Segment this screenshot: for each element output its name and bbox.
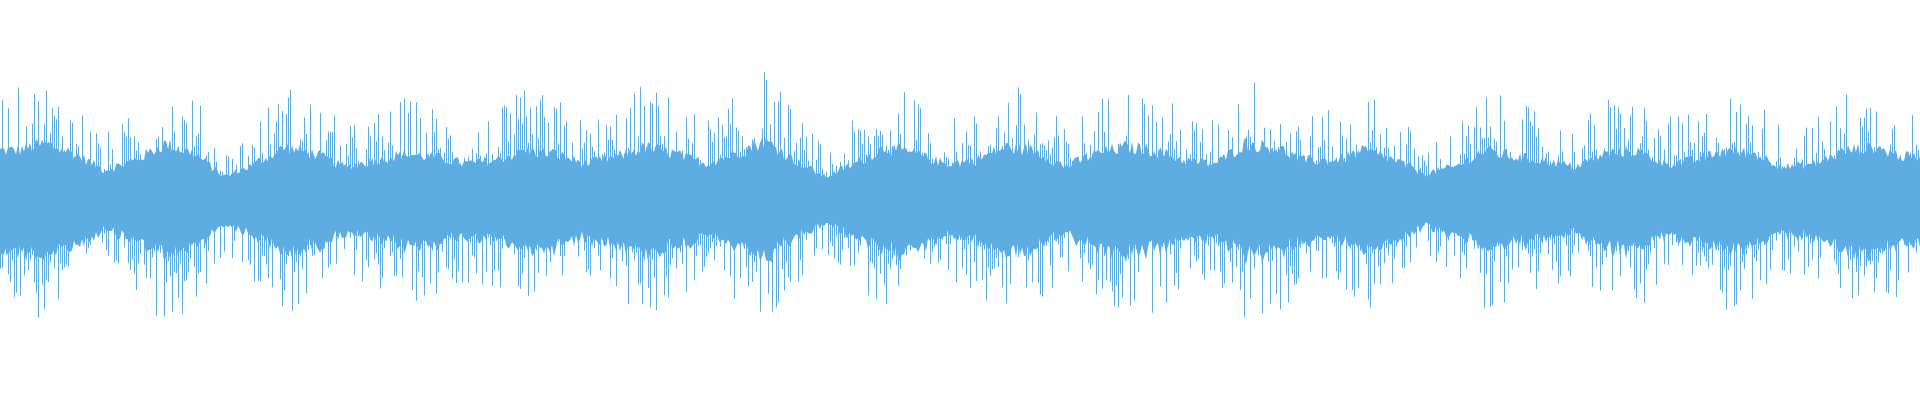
waveform-chart [0,71,1920,318]
